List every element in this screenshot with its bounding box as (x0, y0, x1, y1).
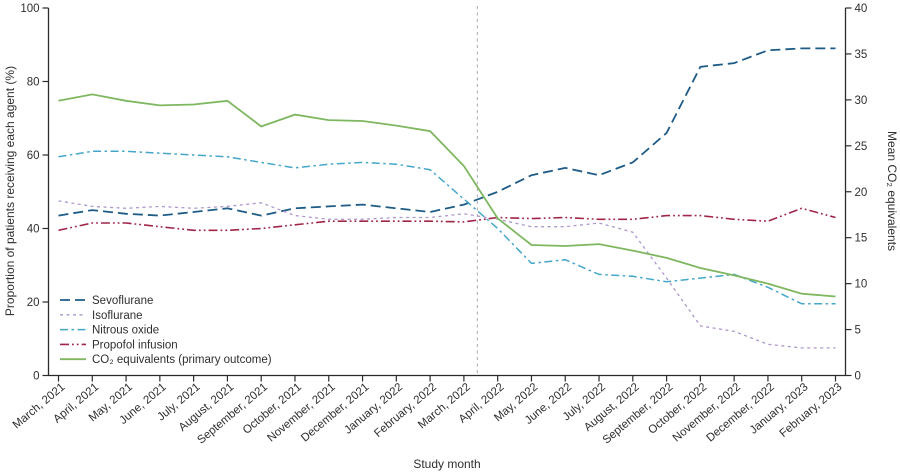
y-left-tick-label: 100 (20, 3, 39, 15)
x-axis-title: Study month (413, 457, 480, 471)
y-left-tick-label: 60 (27, 150, 40, 162)
y-right-tick-label: 35 (855, 49, 868, 61)
y-right-tick-label: 0 (855, 371, 861, 383)
legend-label-sevoflurane: Sevoflurane (92, 295, 153, 307)
y-left-tick-label: 20 (27, 297, 40, 309)
x-tick-label: February, 2023 (778, 381, 845, 440)
series-line-sevoflurane (58, 47, 836, 217)
series-line-co2-equivalents (58, 93, 836, 298)
y-right-tick-label: 10 (855, 279, 868, 291)
y-left-tick-label: 80 (27, 77, 40, 89)
legend-label-isoflurane: Isoflurane (92, 310, 143, 322)
y-right-tick-label: 25 (855, 141, 868, 153)
legend-label-co2-equivalents: CO₂ equivalents (primary outcome) (92, 354, 272, 366)
y-left-tick-label: 40 (27, 224, 40, 236)
y-left-tick-label: 0 (33, 371, 39, 383)
series-line-isoflurane (58, 200, 836, 349)
y-right-tick-label: 40 (855, 3, 868, 15)
y-axis-right-title: Mean CO₂ equivalents (885, 131, 899, 251)
legend-label-propofol-infusion: Propofol infusion (92, 339, 178, 351)
y-axis-left-title: Proportion of patients receiving each ag… (3, 66, 17, 316)
series-line-propofol-infusion (58, 207, 836, 232)
series-line-nitrous-oxide (58, 150, 836, 305)
y-right-tick-label: 30 (855, 95, 868, 107)
y-right-tick-label: 5 (855, 325, 861, 337)
y-right-tick-label: 15 (855, 233, 868, 245)
legend-label-nitrous-oxide: Nitrous oxide (92, 325, 159, 337)
y-right-tick-label: 20 (855, 187, 868, 199)
